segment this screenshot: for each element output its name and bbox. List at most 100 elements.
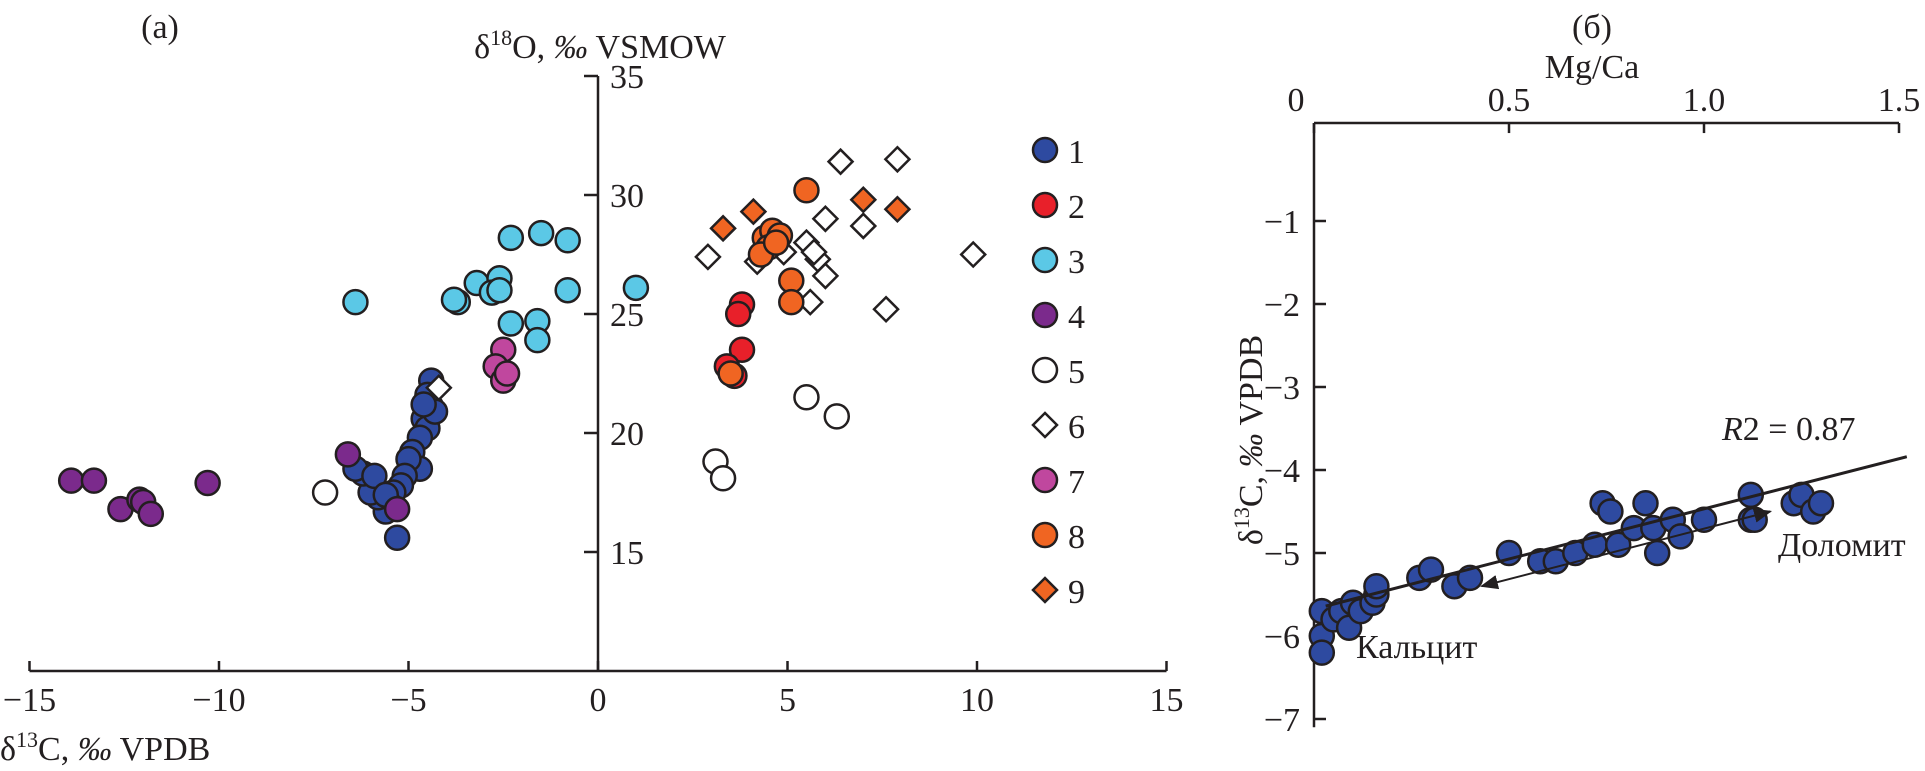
- series-4-point: [194, 469, 221, 497]
- series-4-point: [80, 467, 108, 494]
- series-6-point: [826, 147, 855, 176]
- panel-a-y-tick-label: 35: [610, 59, 644, 96]
- mgca-point: [1643, 539, 1671, 567]
- legend-marker-4: [1031, 301, 1059, 329]
- calcite-label: Кальцит: [1356, 629, 1477, 666]
- series-2-point: [728, 336, 756, 363]
- panel-a-y-axis-title: δ18O, ‰ VSMOW: [474, 25, 727, 66]
- r-squared-value: 2 = 0.87: [1743, 411, 1856, 448]
- legend-marker-1: [1031, 136, 1059, 164]
- legend-label-2: 2: [1068, 189, 1085, 226]
- legend-label-4: 4: [1068, 299, 1085, 336]
- r-symbol: R: [1721, 411, 1743, 448]
- series-6-point: [811, 262, 840, 290]
- panel-a-y-tick-label: 30: [610, 178, 644, 215]
- panel-a-label: (a): [141, 9, 179, 46]
- series-8-point: [793, 176, 820, 204]
- mgca-point: [1597, 498, 1624, 525]
- legend-marker-2: [1031, 191, 1059, 219]
- panel-b-y-tick-label: −1: [1264, 204, 1300, 241]
- series-8-point: [778, 288, 805, 316]
- series-5-point: [709, 464, 737, 492]
- series-3-point: [527, 219, 555, 247]
- series-6-point: [959, 240, 987, 269]
- series-1-point: [410, 391, 437, 418]
- panel-b-y-tick-label: −5: [1264, 536, 1300, 573]
- panel-a-y-tick-label: 25: [610, 297, 644, 334]
- panel-b-y-tick-label: −7: [1264, 702, 1300, 739]
- legend-marker-9: [1031, 576, 1059, 604]
- series-8-point: [762, 229, 790, 256]
- series-4-point: [57, 467, 85, 494]
- series-4-point: [137, 500, 165, 528]
- panel-a-x-tick-label: −5: [390, 682, 426, 719]
- panel-b-x-tick-label: 0.5: [1488, 82, 1531, 119]
- panel-a-x-axis-title: δ13C, ‰ VPDB: [0, 727, 210, 768]
- series-3-point: [497, 310, 525, 337]
- series-2-point: [724, 300, 752, 328]
- legend-label-3: 3: [1068, 244, 1085, 281]
- panel-b-x-tick-label: 0: [1288, 82, 1305, 119]
- series-3-point: [497, 224, 525, 252]
- series-6-point: [811, 205, 840, 233]
- series-8-point: [717, 360, 744, 387]
- panel-a-x-tick-label: 15: [1150, 682, 1184, 719]
- series-6-point: [849, 212, 878, 240]
- series-3-point: [342, 288, 369, 316]
- series-4-point: [383, 495, 411, 523]
- mgca-point: [1632, 489, 1659, 517]
- panel-b-x-tick-label: 1.5: [1878, 82, 1921, 119]
- panel-b-x-tick-label: 1.0: [1683, 82, 1726, 119]
- legend-marker-5: [1031, 356, 1059, 384]
- series-1-point: [383, 524, 411, 551]
- panel-a-x-tick-label: 10: [960, 682, 994, 719]
- panel-b-y-tick-label: −2: [1264, 287, 1300, 324]
- series-6-point: [883, 145, 912, 174]
- series-6-point: [425, 374, 453, 402]
- dolomite-label: Доломит: [1778, 527, 1906, 564]
- legend-label-1: 1: [1068, 134, 1085, 171]
- series-9-point: [849, 185, 878, 214]
- series-9-point: [883, 195, 912, 224]
- series-5-point: [793, 384, 820, 411]
- legend-marker-7: [1031, 466, 1059, 494]
- series-3-point: [440, 286, 468, 313]
- panel-a: (a) δ18O, ‰ VSMOW δ13C, ‰ VPDB −15 −10 −5 0…: [0, 9, 1184, 768]
- series-5-point: [823, 403, 851, 430]
- panel-a-x-tick-label: 5: [779, 682, 796, 719]
- series-3-point: [554, 276, 581, 304]
- legend-label-9: 9: [1068, 574, 1085, 611]
- legend-marker-3: [1031, 246, 1059, 274]
- legend-marker-8: [1031, 521, 1059, 549]
- panel-a-x-tick-label: −15: [3, 682, 56, 719]
- mgca-point: [1417, 556, 1445, 583]
- legend-label-5: 5: [1068, 354, 1085, 391]
- panel-a-x-tick-label: 0: [590, 682, 607, 719]
- series-3-point: [524, 326, 551, 354]
- series-1-point: [361, 462, 388, 490]
- series-9-point: [739, 197, 768, 226]
- mgca-point: [1807, 489, 1835, 517]
- panel-b-x-axis-title: Mg/Ca: [1545, 49, 1639, 86]
- panel-a-y-tick-label: 20: [610, 416, 644, 453]
- panel-b-y-tick-label: −4: [1264, 453, 1300, 490]
- panel-b: (б) Mg/Ca δ13C, ‰ VPDB 0 0.5 1.0 1.5 −1 −2 −3 −…: [1229, 9, 1920, 739]
- series-6-point: [872, 295, 900, 324]
- series-7-point: [493, 360, 521, 387]
- legend-label-6: 6: [1068, 409, 1085, 446]
- series-3-point: [622, 274, 650, 302]
- series-3-point: [486, 276, 513, 304]
- series-6-point: [800, 238, 828, 266]
- legend-label-7: 7: [1068, 464, 1085, 501]
- panel-a-x-tick-label: −10: [192, 682, 245, 719]
- series-5-point: [311, 479, 339, 506]
- r-squared-label: R2 = 0.87: [1721, 411, 1855, 448]
- panel-b-y-tick-label: −3: [1264, 370, 1300, 407]
- legend-label-8: 8: [1068, 519, 1085, 556]
- legend-marker-6: [1031, 411, 1059, 439]
- series-4-point: [334, 441, 362, 468]
- mgca-point: [1308, 639, 1336, 666]
- series-9-point: [709, 214, 737, 243]
- series-3-point: [554, 226, 581, 254]
- panel-a-y-tick-label: 15: [610, 535, 644, 572]
